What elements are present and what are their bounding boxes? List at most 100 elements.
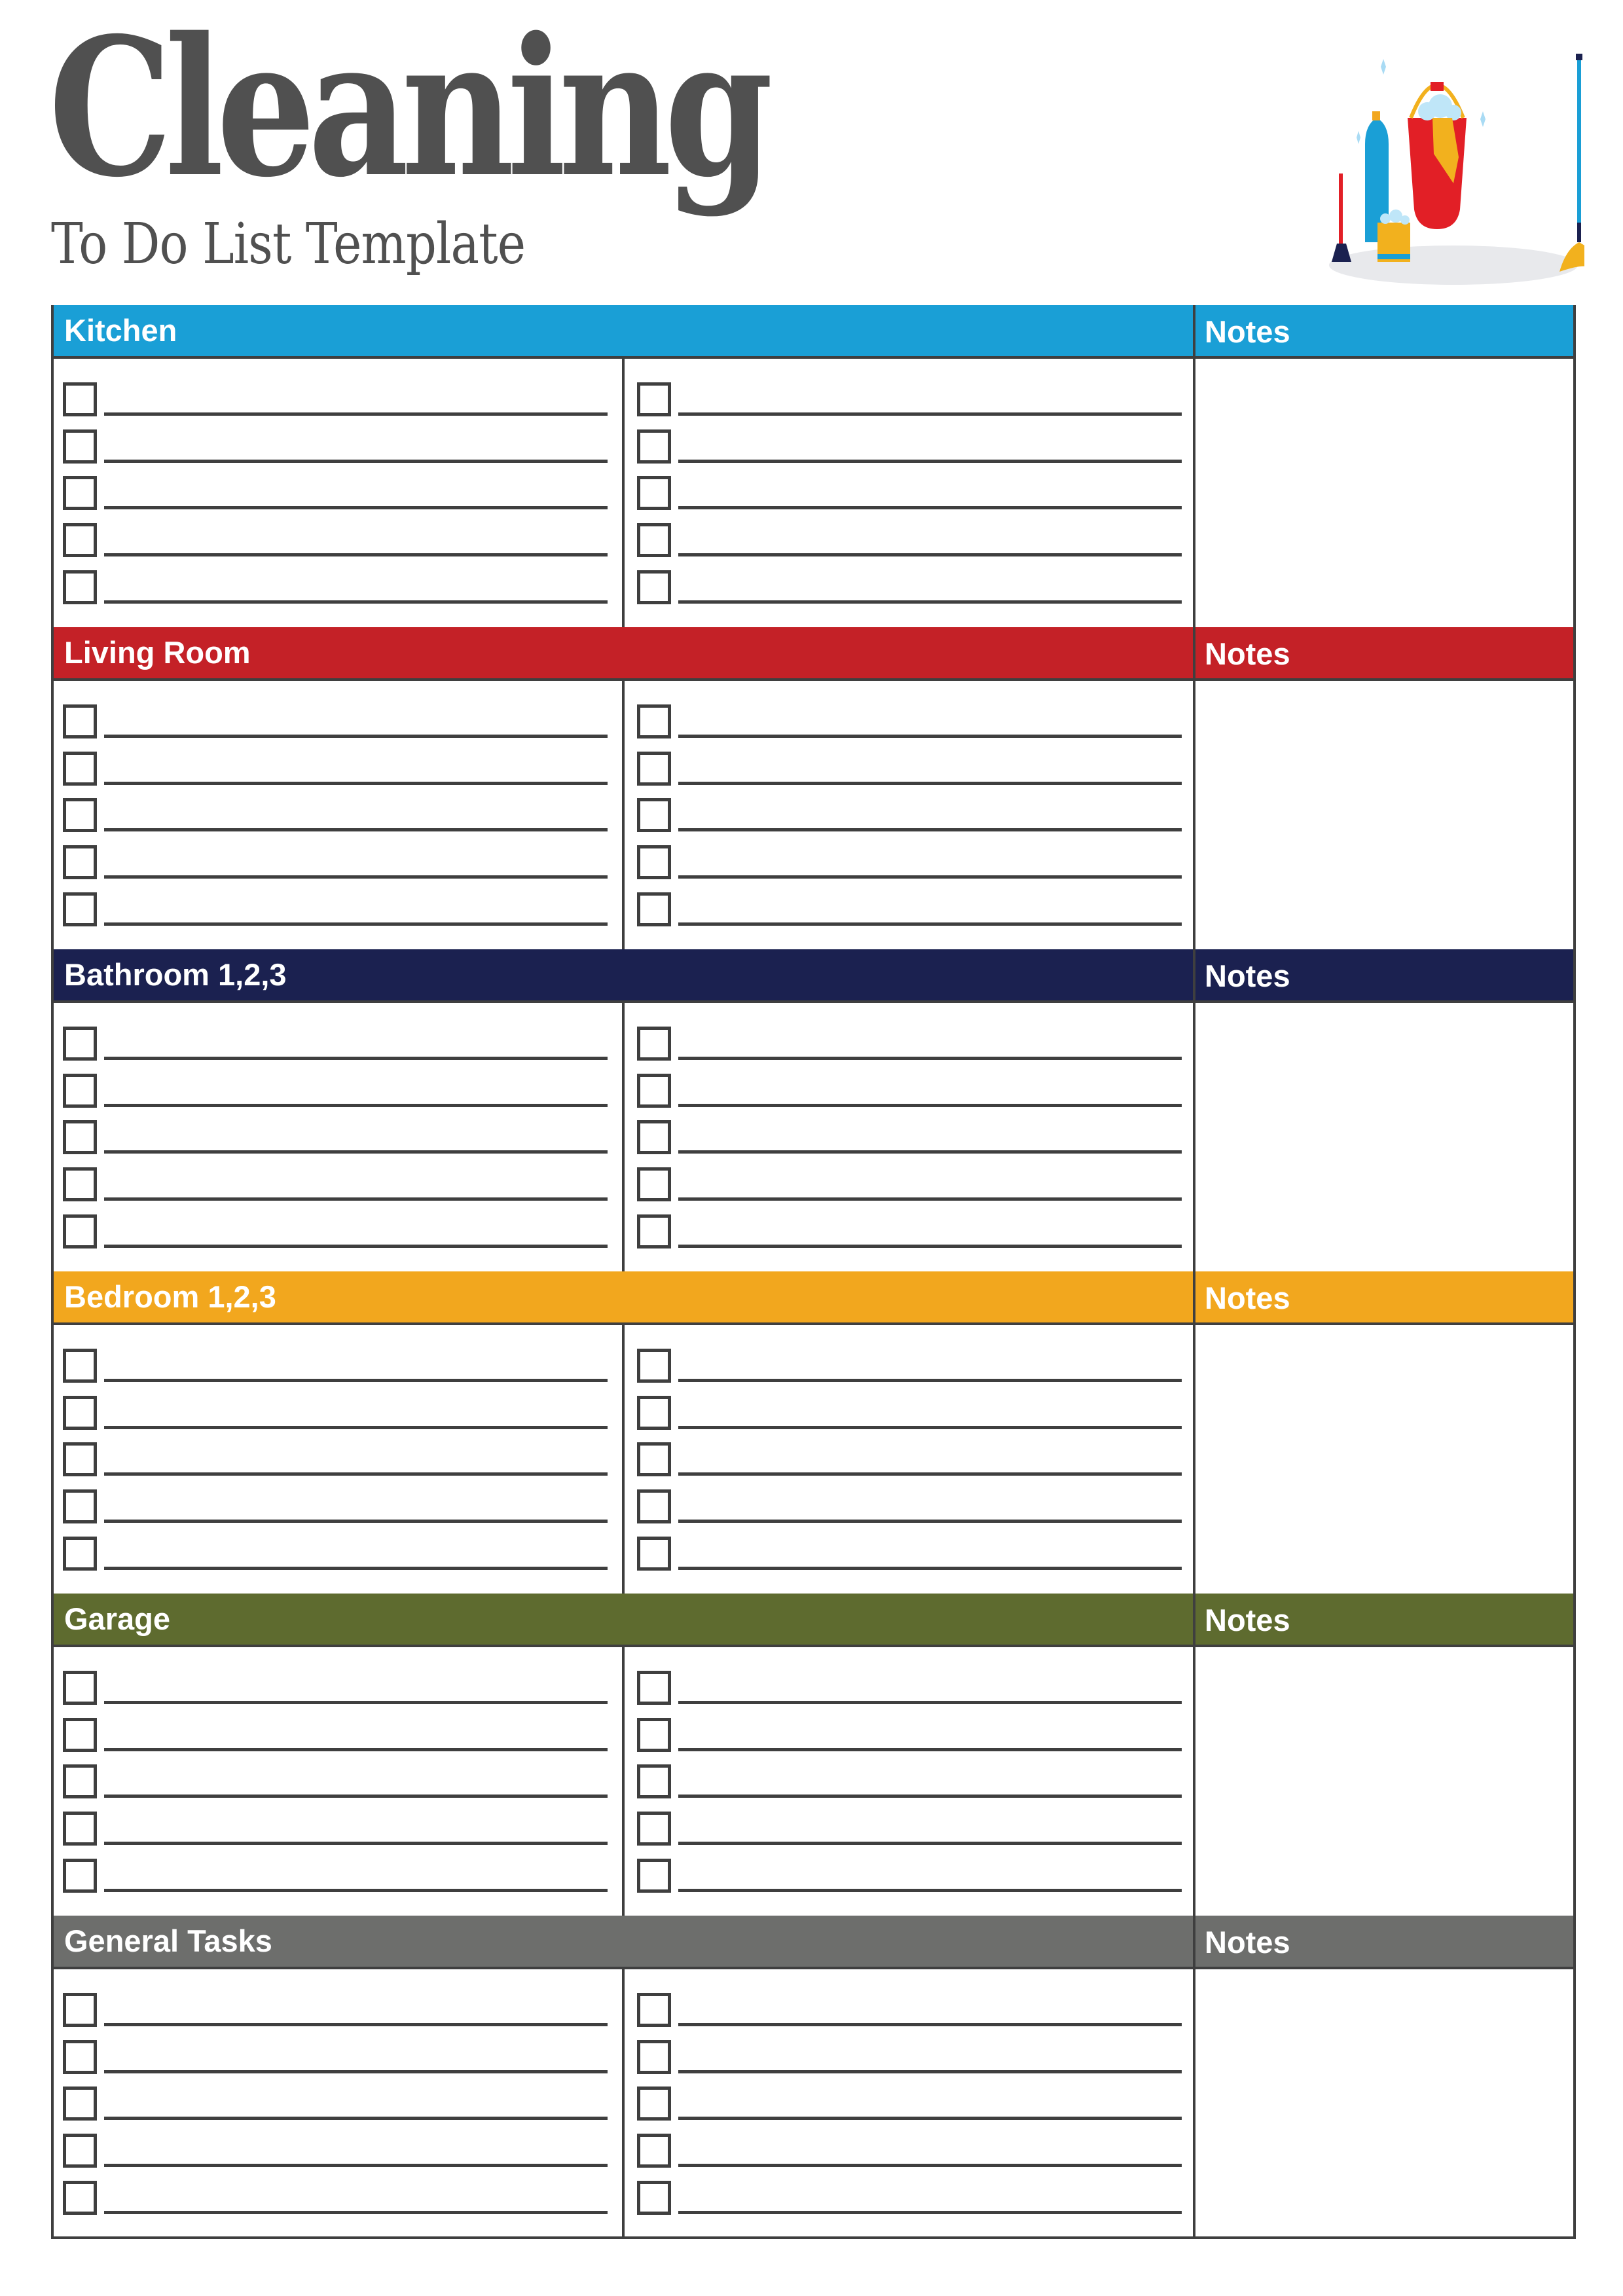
task-write-line[interactable] [678,1795,1182,1798]
task-checkbox[interactable] [63,704,97,738]
task-checkbox[interactable] [63,429,97,464]
task-write-line[interactable] [104,1244,608,1248]
task-write-line[interactable] [104,1888,608,1892]
task-checkbox[interactable] [63,1489,97,1524]
task-checkbox[interactable] [637,892,671,926]
task-checkbox[interactable] [63,798,97,833]
notes-area[interactable] [1206,359,1576,627]
task-checkbox[interactable] [63,1442,97,1477]
task-write-line[interactable] [104,1103,608,1107]
task-checkbox[interactable] [63,1812,97,1846]
task-write-line[interactable] [678,2164,1182,2168]
task-checkbox[interactable] [63,2180,97,2215]
task-write-line[interactable] [104,412,608,416]
task-write-line[interactable] [678,1472,1182,1476]
task-write-line[interactable] [678,1197,1182,1201]
task-checkbox[interactable] [63,1214,97,1248]
task-checkbox[interactable] [63,1858,97,1893]
task-checkbox[interactable] [63,1073,97,1108]
task-checkbox[interactable] [63,1027,97,1061]
task-checkbox[interactable] [637,2039,671,2074]
task-write-line[interactable] [104,1472,608,1476]
task-write-line[interactable] [104,553,608,557]
task-write-line[interactable] [104,2069,608,2073]
notes-area[interactable] [1206,1003,1576,1271]
task-checkbox[interactable] [637,704,671,738]
task-checkbox[interactable] [63,1167,97,1202]
task-write-line[interactable] [678,781,1182,785]
task-write-line[interactable] [678,1379,1182,1382]
task-checkbox[interactable] [63,382,97,416]
task-write-line[interactable] [678,1747,1182,1751]
task-checkbox[interactable] [63,570,97,604]
task-checkbox[interactable] [637,751,671,786]
task-write-line[interactable] [104,1057,608,1060]
task-checkbox[interactable] [63,1671,97,1705]
notes-area[interactable] [1206,681,1576,949]
task-write-line[interactable] [678,1566,1182,1570]
task-write-line[interactable] [104,1150,608,1154]
task-checkbox[interactable] [637,1027,671,1061]
task-write-line[interactable] [678,875,1182,879]
task-write-line[interactable] [678,1425,1182,1429]
task-write-line[interactable] [678,1701,1182,1704]
task-write-line[interactable] [678,553,1182,557]
task-write-line[interactable] [104,600,608,604]
task-write-line[interactable] [104,828,608,832]
task-checkbox[interactable] [63,1717,97,1752]
task-checkbox[interactable] [637,570,671,604]
task-checkbox[interactable] [637,1349,671,1383]
task-checkbox[interactable] [637,429,671,464]
task-checkbox[interactable] [63,2134,97,2168]
task-write-line[interactable] [678,2023,1182,2026]
task-write-line[interactable] [678,922,1182,926]
task-checkbox[interactable] [63,2039,97,2074]
task-checkbox[interactable] [637,2086,671,2121]
task-write-line[interactable] [104,735,608,738]
task-write-line[interactable] [678,459,1182,463]
task-write-line[interactable] [678,1520,1182,1523]
task-write-line[interactable] [104,2210,608,2214]
task-write-line[interactable] [678,506,1182,510]
task-write-line[interactable] [678,2069,1182,2073]
task-write-line[interactable] [678,1057,1182,1060]
task-write-line[interactable] [678,600,1182,604]
task-write-line[interactable] [678,2117,1182,2121]
task-write-line[interactable] [678,1150,1182,1154]
task-checkbox[interactable] [637,476,671,511]
task-write-line[interactable] [104,1701,608,1704]
task-checkbox[interactable] [637,1858,671,1893]
task-checkbox[interactable] [63,1764,97,1799]
task-checkbox[interactable] [637,2134,671,2168]
task-checkbox[interactable] [637,1489,671,1524]
task-checkbox[interactable] [637,1395,671,1430]
task-write-line[interactable] [678,1244,1182,1248]
task-checkbox[interactable] [63,2086,97,2121]
task-write-line[interactable] [104,1379,608,1382]
task-checkbox[interactable] [63,892,97,926]
task-write-line[interactable] [104,1795,608,1798]
notes-area[interactable] [1206,1325,1576,1594]
task-write-line[interactable] [104,2164,608,2168]
task-checkbox[interactable] [63,1120,97,1155]
task-write-line[interactable] [678,412,1182,416]
task-checkbox[interactable] [63,476,97,511]
task-checkbox[interactable] [637,1167,671,1202]
task-write-line[interactable] [104,459,608,463]
task-checkbox[interactable] [63,523,97,558]
task-write-line[interactable] [678,735,1182,738]
task-write-line[interactable] [104,1747,608,1751]
task-checkbox[interactable] [637,1764,671,1799]
task-write-line[interactable] [104,2023,608,2026]
task-checkbox[interactable] [637,1073,671,1108]
task-write-line[interactable] [104,875,608,879]
task-checkbox[interactable] [63,751,97,786]
task-write-line[interactable] [678,1103,1182,1107]
task-write-line[interactable] [678,828,1182,832]
task-write-line[interactable] [678,2210,1182,2214]
task-write-line[interactable] [104,2117,608,2121]
task-checkbox[interactable] [63,1536,97,1571]
notes-area[interactable] [1206,1969,1576,2238]
task-write-line[interactable] [678,1842,1182,1846]
task-write-line[interactable] [104,1520,608,1523]
